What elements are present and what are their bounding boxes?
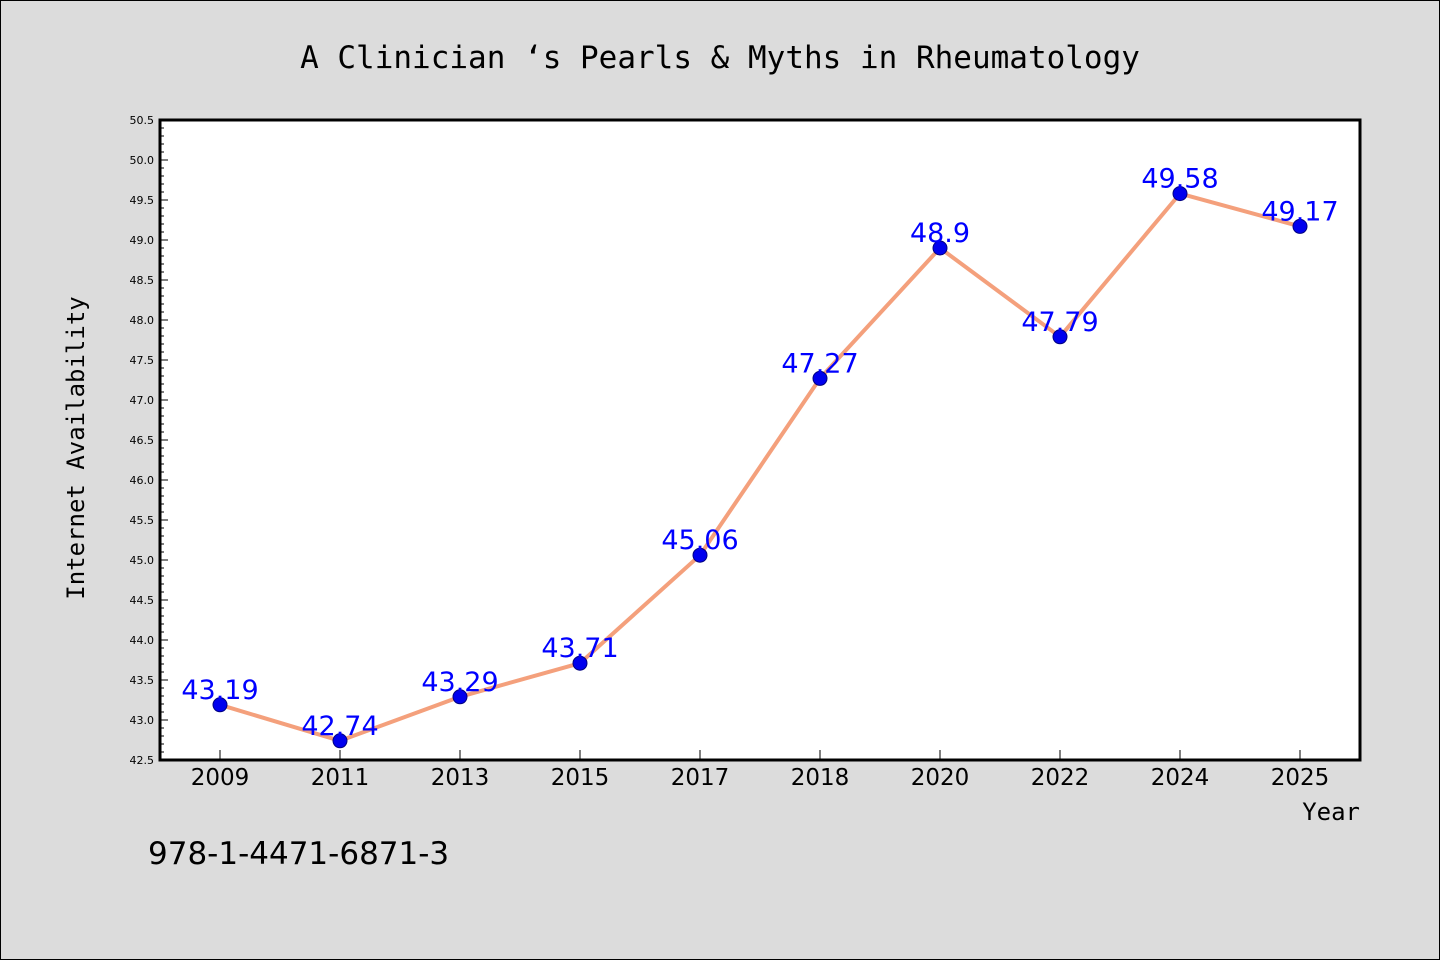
y-tick-label: 44.0 <box>130 634 155 647</box>
data-label: 45.06 <box>661 525 738 556</box>
x-tick-label: 2020 <box>911 765 970 791</box>
y-tick-label: 49.0 <box>130 234 155 247</box>
x-tick-label: 2022 <box>1031 765 1090 791</box>
data-labels: 43.19 42.74 43.29 43.71 45.06 47.27 48.9 47.79 4… <box>181 164 1338 742</box>
y-tick-label: 48.5 <box>130 274 155 287</box>
data-label: 48.9 <box>910 218 970 249</box>
chart-title: A Clinician ‘s Pearls & Myths in Rheumat… <box>300 40 1140 76</box>
data-point <box>812 370 828 386</box>
data-label: 47.79 <box>1021 307 1098 338</box>
data-label: 49.17 <box>1261 196 1338 227</box>
data-point <box>1172 186 1188 202</box>
data-label: 42.74 <box>301 711 378 742</box>
x-tick-label: 2018 <box>791 765 850 791</box>
x-tick-label: 2015 <box>551 765 610 791</box>
data-point <box>572 655 588 671</box>
data-label: 43.19 <box>181 675 258 706</box>
x-axis-title: Year <box>1302 798 1360 826</box>
y-tick-label: 42.5 <box>130 754 155 767</box>
x-tick-label: 2009 <box>191 765 250 791</box>
y-tick-label: 46.0 <box>130 474 155 487</box>
y-tick-label: 45.5 <box>130 514 155 527</box>
y-tick-label: 47.0 <box>130 394 155 407</box>
x-axis: 2009 2011 2013 2015 2017 2018 2020 2022 2024 2025 <box>191 750 1330 791</box>
y-tick-label: 43.0 <box>130 714 155 727</box>
x-tick-label: 2011 <box>311 765 370 791</box>
y-tick-label: 45.0 <box>130 554 155 567</box>
series-markers <box>212 186 1308 749</box>
y-tick-label: 50.5 <box>130 114 155 127</box>
y-axis-title: Internet Availability <box>62 296 90 599</box>
data-point <box>1052 329 1068 345</box>
data-point <box>212 697 228 713</box>
y-tick-label: 50.0 <box>130 154 155 167</box>
data-label: 43.71 <box>541 633 618 664</box>
y-axis: 42.5 43.0 43.5 44.0 44.5 45.0 45.5 46.0 46.5 47.0… <box>130 114 168 767</box>
x-tick-label: 2024 <box>1151 765 1210 791</box>
plot-border <box>158 118 1362 762</box>
data-point <box>452 689 468 705</box>
x-tick-label: 2025 <box>1271 765 1330 791</box>
data-label: 43.29 <box>421 667 498 698</box>
y-tick-label: 47.5 <box>130 354 155 367</box>
data-point <box>332 733 348 749</box>
isbn-note: 978-1-4471-6871-3 <box>148 836 449 872</box>
data-point <box>1292 218 1308 234</box>
x-tick-label: 2017 <box>671 765 730 791</box>
x-tick-label: 2013 <box>431 765 490 791</box>
data-point <box>932 240 948 256</box>
data-label: 49.58 <box>1141 164 1218 195</box>
y-tick-label: 46.5 <box>130 434 155 447</box>
y-tick-label: 44.5 <box>130 594 155 607</box>
y-tick-label: 49.5 <box>130 194 155 207</box>
series-line <box>219 191 1301 743</box>
data-label: 47.27 <box>781 348 858 379</box>
data-point <box>692 547 708 563</box>
y-tick-label: 43.5 <box>130 674 155 687</box>
y-tick-label: 48.0 <box>130 314 155 327</box>
plot-area <box>160 120 1360 760</box>
